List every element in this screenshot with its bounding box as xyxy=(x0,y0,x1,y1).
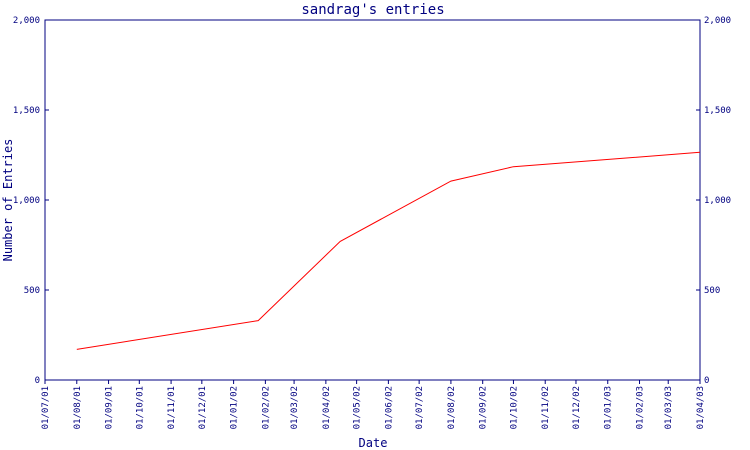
x-tick-label: 01/03/03 xyxy=(664,386,674,429)
x-tick-label: 01/10/02 xyxy=(509,386,519,429)
x-tick-label: 01/08/02 xyxy=(447,386,457,429)
series-group xyxy=(76,151,701,350)
x-tick-label: 01/09/02 xyxy=(479,386,489,429)
x-axis-title: Date xyxy=(359,436,388,450)
y-axis-title: Number of Entries xyxy=(1,139,15,262)
y-tick-label-left: 2,000 xyxy=(13,16,40,26)
y-tick-label-left: 500 xyxy=(24,286,40,296)
x-tick-label: 01/01/03 xyxy=(604,386,614,429)
y-tick-label-right: 2,000 xyxy=(704,16,731,26)
y-axis-ticks: 0 0 500 500 1,000 1,000 1,500 1,500 2,000 2,000 xyxy=(13,16,731,386)
y-tick-label-right: 1,000 xyxy=(704,196,731,206)
x-tick-label: 01/10/01 xyxy=(135,386,145,429)
x-tick-label: 01/03/02 xyxy=(290,386,300,429)
x-tick-label: 01/11/02 xyxy=(541,386,551,429)
x-axis-ticks: 01/07/01 01/08/01 01/09/01 01/10/01 01/11/01… xyxy=(41,380,706,429)
x-tick-label: 01/08/01 xyxy=(73,386,83,429)
x-tick-label: 01/09/01 xyxy=(105,386,115,429)
x-tick-label: 01/05/02 xyxy=(353,386,363,429)
y-tick-label-left: 1,500 xyxy=(13,106,40,116)
y-tick-label-left: 0 xyxy=(35,376,40,386)
y-tick-label-left: 1,000 xyxy=(13,196,40,206)
plot-frame xyxy=(44,19,701,381)
series-line xyxy=(76,151,701,350)
x-tick-label: 01/02/02 xyxy=(261,386,271,429)
x-tick-label: 01/01/02 xyxy=(230,386,240,429)
x-tick-label: 01/04/03 xyxy=(696,386,706,429)
x-tick-label: 01/06/02 xyxy=(384,386,394,429)
x-tick-label: 01/04/02 xyxy=(322,386,332,429)
y-tick-label-right: 1,500 xyxy=(704,106,731,116)
y-tick-label-right: 0 xyxy=(704,376,709,386)
x-tick-label: 01/12/02 xyxy=(572,386,582,429)
x-tick-label: 01/12/01 xyxy=(198,386,208,429)
y-tick-label-right: 500 xyxy=(704,286,720,296)
x-tick-label: 01/07/02 xyxy=(415,386,425,429)
x-tick-label: 01/07/01 xyxy=(41,386,51,429)
x-tick-label: 01/11/01 xyxy=(167,386,177,429)
chart-title: sandrag's entries xyxy=(301,2,444,18)
x-tick-label: 01/02/03 xyxy=(636,386,646,429)
